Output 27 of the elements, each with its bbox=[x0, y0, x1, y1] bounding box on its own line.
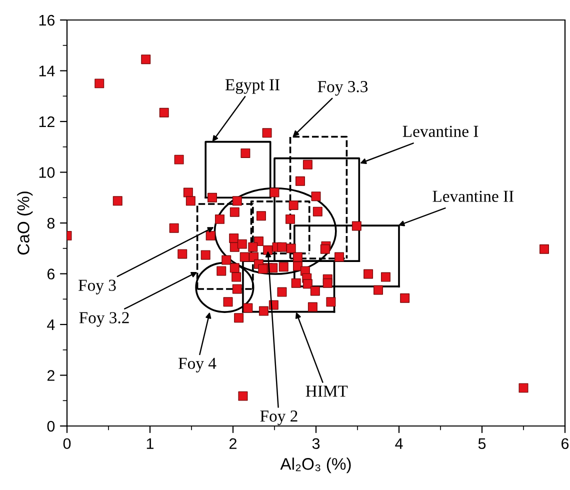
y-tick-label: 8 bbox=[47, 218, 55, 229]
y-tick-label: 0 bbox=[47, 420, 55, 432]
x-tick-label: 1 bbox=[146, 438, 154, 449]
y-tick-label: 2 bbox=[47, 370, 54, 381]
x-tick-label: 0 bbox=[63, 438, 71, 450]
annotation: Egypt II bbox=[225, 79, 280, 94]
y-tick-label: 6 bbox=[47, 268, 55, 280]
annotation: Foy 3.2 bbox=[79, 312, 129, 327]
y-tick-label: 12 bbox=[39, 116, 54, 128]
x-tick-label: 3 bbox=[312, 438, 320, 450]
y-tick-label: 4 bbox=[47, 320, 55, 330]
annotation: Foy 2 bbox=[260, 410, 298, 426]
annotation: HIMT bbox=[306, 386, 348, 397]
annotation: Foy 4 bbox=[178, 358, 216, 372]
x-tick-label: 2 bbox=[230, 438, 236, 449]
annotation: Foy 3.3 bbox=[318, 81, 368, 96]
y-axis-title: CaO (%) bbox=[17, 192, 33, 255]
annotation: Levantine I bbox=[402, 126, 478, 137]
y-tick-label: 14 bbox=[39, 66, 55, 76]
x-axis-title: Al₂O₃ (%) bbox=[280, 458, 351, 474]
annotation: Levantine II bbox=[432, 190, 514, 202]
y-tick-label: 16 bbox=[39, 14, 55, 26]
annotation: Foy 3 bbox=[78, 280, 116, 294]
x-tick-label: 5 bbox=[478, 438, 486, 450]
y-tick-label: 10 bbox=[39, 167, 55, 178]
x-tick-label: 6 bbox=[562, 438, 569, 450]
x-tick-label: 4 bbox=[395, 438, 403, 449]
